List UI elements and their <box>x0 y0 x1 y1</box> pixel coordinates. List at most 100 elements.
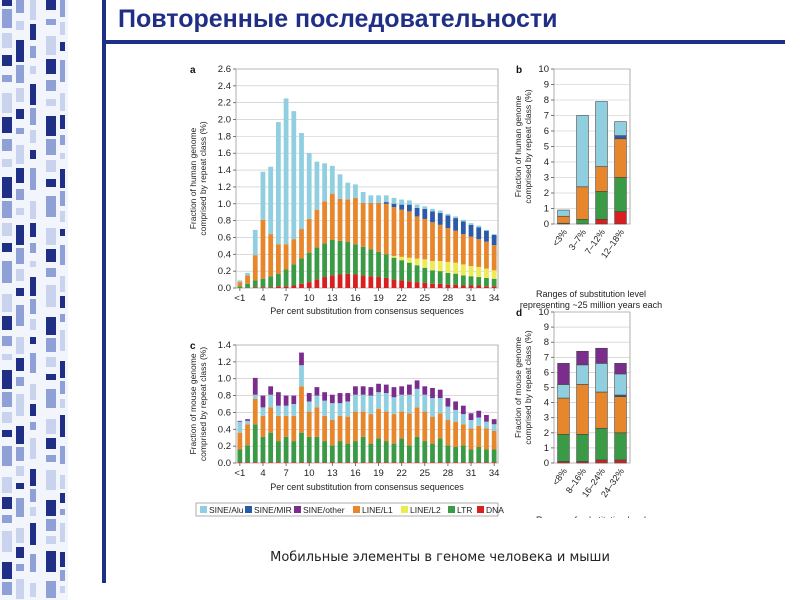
left-strip-block <box>46 228 56 245</box>
bar-segment-line_l1 <box>291 415 297 442</box>
y-tick-label: 1 <box>544 204 549 215</box>
bar-segment-sine_other <box>306 393 312 402</box>
bar-segment-ltr <box>299 258 304 284</box>
y-tick-label: 1.4 <box>218 340 231 351</box>
left-strip-block <box>30 223 36 237</box>
bar-segment-sine_alu <box>453 216 459 219</box>
y-tick-label: 1.0 <box>218 199 231 210</box>
bar-segment-line_l1 <box>406 211 412 258</box>
bar-segment-sine_alu <box>437 210 443 214</box>
left-strip-block <box>60 523 65 542</box>
left-strip-block <box>30 353 36 373</box>
left-strip-block <box>60 60 65 82</box>
bar-segment-dna <box>291 285 297 288</box>
bar-segment-ltr <box>399 260 405 281</box>
y-tick-label: 2.2 <box>218 98 231 109</box>
bar-segment-line_l1 <box>476 425 482 447</box>
bar-segment-dna <box>322 462 328 463</box>
bar-segment-ltr <box>430 443 435 463</box>
left-strip-block <box>60 191 65 206</box>
left-strip-block <box>46 36 56 55</box>
bar-segment-sine_other <box>437 389 443 399</box>
bar-segment-line_l1 <box>306 218 312 253</box>
bar-segment-ltr <box>306 252 312 283</box>
bar-segment-line_l1 <box>437 224 443 262</box>
panel-letter-c: c <box>190 341 196 352</box>
bar-segment-dna <box>306 282 312 288</box>
bar-segment-sine_alu <box>306 153 312 219</box>
left-strip-block <box>2 33 12 48</box>
bar-segment-line_l1 <box>422 218 428 260</box>
bar-segment-dna <box>414 462 420 463</box>
x-tick-label: 19 <box>373 293 384 304</box>
legend-label-dna: DNA <box>486 505 504 515</box>
left-strip-block <box>46 438 56 449</box>
y-tick-label: 5 <box>544 383 549 394</box>
bar-segment-ltr <box>453 273 459 285</box>
left-strip-block <box>2 412 12 423</box>
x-tick-label: 28 <box>443 468 454 479</box>
bar-segment-ltr <box>406 262 412 282</box>
left-strip-block <box>16 88 24 102</box>
y-tick-label: 1.0 <box>218 374 231 385</box>
left-strip-block <box>30 422 36 430</box>
bar-segment-ltr <box>445 445 451 463</box>
bar-segment-sine_alu <box>414 204 420 208</box>
bar-segment-ltr <box>376 438 381 463</box>
bar-segment-sine_other <box>430 387 435 399</box>
x-tick-label: 28 <box>443 293 454 304</box>
bar-segment-line_l1 <box>468 428 474 450</box>
bar-segment-ltr <box>484 277 489 287</box>
bar-segment-sine_other <box>322 392 328 401</box>
bar-segment-ltr <box>268 432 274 463</box>
legend-swatch-sine_mir <box>245 506 252 513</box>
legend-frame <box>195 502 499 517</box>
bar-segment-sine_alu <box>299 365 304 387</box>
x-tick-label: 34 <box>489 468 500 479</box>
bar-segment-sine_mir <box>383 202 389 204</box>
left-strip-block <box>60 211 65 222</box>
bar-segment-line_l1 <box>360 411 366 437</box>
bar-segment-line_l1 <box>576 186 589 220</box>
bar-segment-line_l1 <box>595 391 608 429</box>
bar-segment-ltr <box>595 191 608 220</box>
bar-segment-ltr <box>260 436 266 463</box>
bar-segment-line_l1 <box>430 416 435 444</box>
bar-segment-line_l1 <box>275 244 281 274</box>
left-strip-block <box>16 128 24 134</box>
bar-segment-dna <box>299 283 304 288</box>
bar-segment-line_l1 <box>445 228 451 262</box>
bar-segment-ltr <box>422 267 428 283</box>
bar-segment-line_l1 <box>614 396 627 434</box>
left-strip-block <box>46 116 56 136</box>
bar-segment-sine_alu <box>252 229 258 256</box>
bar-segment-line_l1 <box>237 432 243 450</box>
bar-segment-dna <box>430 283 435 288</box>
y-tick-label: 2 <box>544 428 549 439</box>
bar-segment-ltr <box>406 445 412 463</box>
bar-segment-sine_other <box>291 395 297 404</box>
bar-segment-ltr <box>329 445 335 463</box>
bar-segment-sine_alu <box>268 394 274 408</box>
bar-segment-sine_alu <box>484 421 489 429</box>
bar-segment-ltr <box>445 272 451 285</box>
bar-segment-sine_alu <box>275 405 281 416</box>
y-tick-label: 3 <box>544 173 549 184</box>
bar-segment-dna <box>345 273 351 288</box>
bar-segment-sine_alu <box>430 208 435 212</box>
x-tick-label: 22 <box>396 468 407 479</box>
bar-segment-line_l1 <box>376 409 381 439</box>
left-strip-block <box>2 117 12 133</box>
bar-segment-sine_alu <box>595 101 608 167</box>
left-strip-block <box>16 225 24 245</box>
left-strip-block <box>16 483 24 489</box>
left-strip-block <box>16 208 24 215</box>
bar-segment-line_l2 <box>484 268 489 278</box>
bar-segment-ltr <box>260 278 266 288</box>
left-strip-block <box>60 93 65 111</box>
bar-segment-ltr <box>491 278 497 287</box>
bar-segment-line_l1 <box>345 416 351 444</box>
bar-segment-sine_alu <box>557 209 570 217</box>
bar-segment-line_l1 <box>484 241 489 269</box>
y-tick-label: 0 <box>544 458 549 469</box>
